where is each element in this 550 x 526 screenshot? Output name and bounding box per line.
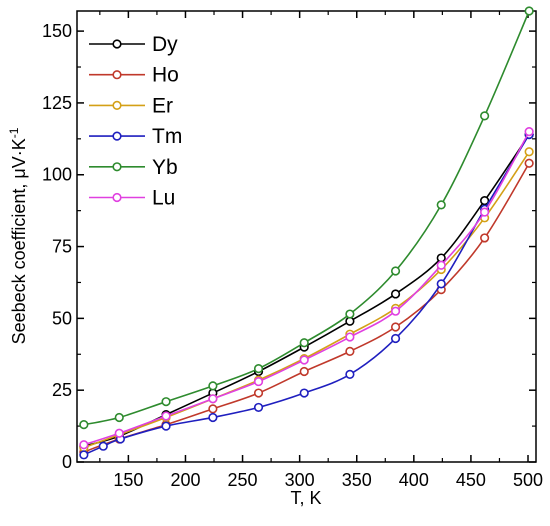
legend-label: Er [152,94,173,117]
data-point-ho [345,346,355,357]
data-point-lu [161,411,171,421]
x-tick-label: 200 [170,470,200,490]
data-point-tm [79,450,89,460]
series-er [79,147,534,453]
data-point-yb [161,397,171,407]
x-tick-label: 300 [285,470,315,490]
legend-item-yb: Yb [89,156,178,179]
data-point-yb [79,420,89,430]
series-tm [79,129,534,460]
data-point-lu [480,207,490,217]
series-line-dy [83,134,530,447]
y-tick-label: 50 [52,308,72,328]
series-ho [79,158,534,457]
legend-label: Lu [152,187,175,210]
data-point-lu [114,428,124,438]
data-point-lu [524,127,534,137]
plot-frame [76,10,537,463]
data-point-tm [98,441,108,451]
data-point-ho [208,404,218,414]
data-point-tm [390,333,401,344]
data-point-ho [480,233,490,243]
legend-label: Tm [152,125,182,148]
series-line-ho [83,162,530,453]
axis-ticks: 150 200 250 300 350 400 450 500 0 25 50 75 100 125 150 [42,11,543,490]
legend-item-er: Er [89,94,173,117]
series-layer [79,6,534,460]
data-point-yb [208,381,218,391]
x-tick-label: 350 [342,470,372,490]
data-point-lu [299,355,309,365]
data-point-lu [390,306,401,316]
y-axis-title: Seebeck coefficient, μV·K-1 [7,127,29,344]
data-point-tm [345,369,355,379]
y-tick-label: 100 [42,165,72,185]
data-point-lu [345,332,355,342]
data-point-yb [345,309,355,319]
y-axis-title-superscript: -1 [7,127,21,138]
legend-item-lu: Lu [89,187,175,210]
legend-item-tm: Tm [89,125,182,148]
x-tick-label: 500 [513,470,543,490]
series-yb [79,6,534,430]
legend-label: Dy [152,33,178,56]
legend-label: Yb [152,156,178,179]
data-point-lu [208,394,218,404]
series-line-lu [83,131,530,446]
data-point-ho [390,322,401,332]
legend-item-dy: Dy [89,33,178,56]
x-axis-title: T, K [290,488,321,508]
data-point-ho [299,366,309,377]
x-tick-label: 400 [399,470,429,490]
data-point-yb [524,6,534,16]
series-line-er [83,151,530,449]
legend-marker [112,39,122,49]
series-line-yb [83,10,530,426]
y-tick-label: 0 [62,452,72,472]
data-point-dy [390,289,401,299]
data-point-ho [524,158,534,168]
data-point-dy [480,195,490,206]
data-point-er [524,147,534,157]
legend: Dy Ho Er Tm Yb Lu [89,33,182,210]
y-axis-title-main: Seebeck coefficient, μV·K [9,138,29,344]
data-point-tm [161,421,171,431]
data-point-lu [436,260,446,270]
legend-marker [112,100,122,110]
data-point-ho [253,388,264,398]
data-point-yb [253,364,264,374]
data-point-yb [299,338,309,348]
legend-marker [112,70,122,80]
legend-marker [112,131,122,141]
series-dy [79,129,534,451]
data-point-tm [299,388,309,398]
data-point-lu [79,440,89,450]
data-point-yb [390,266,401,276]
data-point-yb [480,111,490,121]
data-point-tm [208,412,218,423]
y-tick-label: 125 [42,93,72,113]
y-tick-label: 75 [52,237,72,257]
legend-item-ho: Ho [89,64,179,87]
data-point-tm [253,402,264,413]
data-point-yb [436,200,446,210]
data-point-lu [253,376,264,387]
x-tick-label: 150 [113,470,143,490]
x-tick-label: 250 [228,470,258,490]
x-tick-label: 450 [456,470,486,490]
data-point-tm [436,279,446,289]
y-tick-label: 150 [42,21,72,41]
legend-marker [112,162,122,172]
legend-marker [112,192,122,203]
series-lu [79,127,534,450]
legend-label: Ho [152,64,179,87]
data-point-yb [114,412,124,423]
y-tick-label: 25 [52,380,72,400]
